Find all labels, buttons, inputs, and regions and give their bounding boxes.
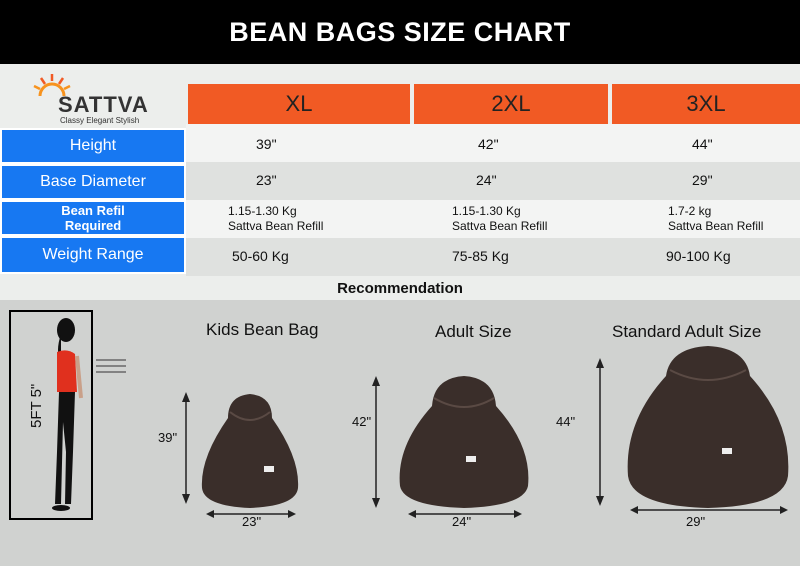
person-figure-box xyxy=(9,310,93,520)
cell-height-2xl: 42" xyxy=(478,136,499,152)
bag-standard-height-label: 44" xyxy=(556,414,576,429)
cell-refill-2xl-line2: Sattva Bean Refill xyxy=(452,219,548,233)
recommendation-title: Recommendation xyxy=(0,276,800,300)
cell-diameter-3xl: 29" xyxy=(692,172,713,188)
cell-refill-xl-line2: Sattva Bean Refill xyxy=(228,219,324,233)
row-label-refill-line2: Required xyxy=(64,218,122,233)
bean-bag-standard-icon xyxy=(596,346,789,514)
sattva-logo: SATTVA Classy Elegant Stylish xyxy=(32,72,192,128)
bag-title-standard: Standard Adult Size xyxy=(612,322,762,341)
logo-tagline: Classy Elegant Stylish xyxy=(60,116,140,125)
cell-refill-3xl: 1.7-2 kg Sattva Bean Refill xyxy=(668,204,763,234)
row-label-height: Height xyxy=(0,128,186,164)
bag-kids-diameter-label: 23" xyxy=(242,514,262,529)
bean-bag-adult-icon xyxy=(372,376,529,518)
height-marker-icon xyxy=(96,359,126,373)
cell-height-3xl: 44" xyxy=(692,136,713,152)
row-band-refill xyxy=(186,200,800,238)
cell-diameter-2xl: 24" xyxy=(476,172,497,188)
person-height-label: 5FT 5" xyxy=(28,383,45,428)
cell-refill-3xl-line1: 1.7-2 kg xyxy=(668,204,712,218)
cell-diameter-xl: 23" xyxy=(256,172,277,188)
row-label-weight: Weight Range xyxy=(0,236,186,274)
sun-icon xyxy=(33,74,71,97)
bean-bag-kids-icon xyxy=(182,392,299,518)
row-band-height xyxy=(186,124,800,162)
cell-refill-2xl: 1.15-1.30 Kg Sattva Bean Refill xyxy=(452,204,547,234)
cell-refill-3xl-line2: Sattva Bean Refill xyxy=(668,219,764,233)
bag-standard-diameter-label: 29" xyxy=(686,514,706,529)
bag-title-adult: Adult Size xyxy=(435,322,512,341)
logo-brand: SATTVA xyxy=(58,92,149,117)
cell-height-xl: 39" xyxy=(256,136,277,152)
size-header-xl: XL xyxy=(188,84,410,124)
cell-refill-xl: 1.15-1.30 Kg Sattva Bean Refill xyxy=(228,204,323,234)
row-label-diameter: Base Diameter xyxy=(0,164,186,200)
bag-kids-height-label: 39" xyxy=(158,430,178,445)
bag-adult-height-label: 42" xyxy=(352,414,372,429)
row-label-refill-line1: Bean Refil xyxy=(61,203,125,218)
cell-weight-3xl: 90-100 Kg xyxy=(666,248,731,264)
cell-refill-2xl-line1: 1.15-1.30 Kg xyxy=(452,204,521,218)
size-header-2xl: 2XL xyxy=(414,84,608,124)
chart-title: BEAN BAGS SIZE CHART xyxy=(0,0,800,64)
row-band-weight xyxy=(186,238,800,276)
person-silhouette-icon xyxy=(52,318,83,511)
cell-weight-2xl: 75-85 Kg xyxy=(452,248,509,264)
row-band-diameter xyxy=(186,162,800,200)
size-header-3xl: 3XL xyxy=(612,84,800,124)
bag-adult-diameter-label: 24" xyxy=(452,514,472,529)
row-label-refill: Bean Refil Required xyxy=(0,200,186,236)
cell-weight-xl: 50-60 Kg xyxy=(232,248,289,264)
bag-title-kids: Kids Bean Bag xyxy=(206,320,319,339)
cell-refill-xl-line1: 1.15-1.30 Kg xyxy=(228,204,297,218)
